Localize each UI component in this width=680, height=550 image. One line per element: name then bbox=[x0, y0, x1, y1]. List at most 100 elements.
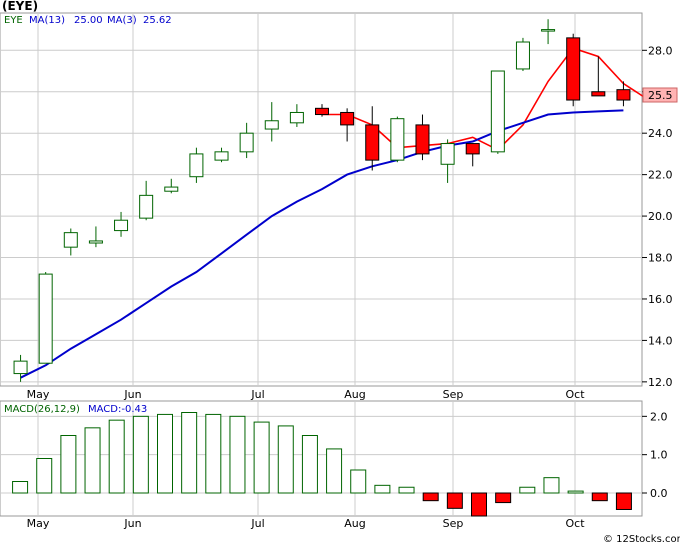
legend-ma3-label: MA(3) bbox=[107, 15, 137, 26]
price-panel: 12.014.016.018.020.022.024.026.028.0 May… bbox=[0, 0, 678, 401]
candle-body bbox=[289, 111, 304, 124]
price-y-tick-label: 12.0 bbox=[648, 376, 673, 389]
price-y-tick-label: 14.0 bbox=[648, 334, 673, 347]
price-y-tick-label: 24.0 bbox=[648, 127, 673, 140]
macd-bar bbox=[229, 415, 246, 494]
candle-body bbox=[415, 124, 430, 155]
macd-bar bbox=[36, 458, 53, 494]
macd-bar bbox=[108, 419, 125, 494]
candle-body bbox=[88, 240, 103, 244]
macd-bars bbox=[12, 412, 632, 517]
macd-bar bbox=[519, 486, 536, 494]
legend-ma13-label: MA(13) bbox=[29, 15, 65, 26]
macd-bar bbox=[615, 492, 632, 510]
candle-body bbox=[139, 194, 154, 219]
price-panel-frame bbox=[0, 12, 643, 387]
candle-body bbox=[239, 132, 254, 153]
price-x-tick-label: May bbox=[27, 388, 50, 401]
candle-body bbox=[114, 219, 129, 232]
price-x-tick-label: Sep bbox=[443, 388, 464, 401]
macd-bar bbox=[567, 490, 584, 494]
macd-panel-frame bbox=[0, 400, 643, 517]
price-x-axis: May Jun Jul Aug Sep Oct bbox=[27, 388, 586, 401]
macd-x-tick-label: Jul bbox=[250, 517, 264, 530]
candle-body bbox=[38, 273, 53, 364]
candle-body bbox=[591, 91, 606, 97]
macd-bar bbox=[350, 469, 367, 494]
candle-body bbox=[164, 186, 179, 192]
macd-bar bbox=[205, 413, 222, 494]
macd-bar bbox=[181, 412, 198, 494]
macd-bar bbox=[591, 492, 608, 502]
ma13-line bbox=[20, 109, 624, 379]
macd-bar bbox=[60, 435, 77, 494]
macd-x-tick-label: Oct bbox=[565, 517, 585, 530]
price-x-tick-label: Oct bbox=[565, 388, 585, 401]
price-y-tick-label: 28.0 bbox=[648, 44, 673, 57]
macd-bar bbox=[12, 481, 29, 494]
macd-x-axis: May Jun Jul Aug Sep Oct bbox=[27, 517, 586, 530]
last-price-marker: 25.5 bbox=[642, 87, 678, 103]
macd-y-tick-label: 1.0 bbox=[650, 449, 668, 462]
macd-bar bbox=[132, 415, 149, 494]
price-y-tick-label: 22.0 bbox=[648, 169, 673, 182]
candle-body bbox=[490, 70, 505, 153]
macd-bar bbox=[253, 421, 270, 494]
price-y-tick-label: 20.0 bbox=[648, 210, 673, 223]
candle-body bbox=[315, 107, 329, 116]
macd-bar bbox=[446, 492, 463, 509]
macd-legend-label: MACD(26,12,9) bbox=[4, 404, 80, 415]
macd-bar bbox=[326, 448, 343, 494]
price-x-tick-label: Jun bbox=[123, 388, 141, 401]
macd-x-tick-label: Aug bbox=[344, 517, 365, 530]
legend-ma3-value: 25.62 bbox=[143, 15, 172, 26]
macd-y-tick-label: 0.0 bbox=[650, 487, 668, 500]
candlesticks bbox=[13, 19, 631, 382]
price-legend: EYE MA(13) 25.00 MA(3) 25.62 bbox=[4, 15, 172, 26]
macd-legend-value: MACD:-0.43 bbox=[88, 404, 147, 415]
macd-bar bbox=[374, 484, 391, 494]
candle-body bbox=[13, 360, 28, 375]
macd-bar bbox=[543, 477, 560, 494]
candle-body bbox=[566, 37, 581, 101]
macd-bar bbox=[471, 492, 487, 517]
macd-y-tick-label: 2.0 bbox=[650, 410, 668, 423]
macd-legend: MACD(26,12,9) MACD:-0.43 bbox=[4, 404, 147, 415]
legend-ma13-value: 25.00 bbox=[74, 15, 103, 26]
credit-text: © 12Stocks.com bbox=[603, 534, 680, 545]
macd-panel: 0.0 1.0 2.0 May Jun Jul Aug Sep Oct MACD(26,12,… bbox=[0, 400, 668, 530]
macd-bar bbox=[422, 492, 439, 502]
macd-bar bbox=[301, 435, 318, 494]
price-y-tick-label: 16.0 bbox=[648, 293, 673, 306]
candle-body bbox=[541, 29, 556, 32]
candle-body bbox=[63, 232, 78, 248]
candle-body bbox=[365, 124, 380, 161]
candle-body bbox=[189, 153, 204, 178]
price-grid bbox=[0, 13, 642, 386]
macd-bar bbox=[157, 413, 173, 494]
macd-bar bbox=[277, 425, 294, 494]
macd-bar bbox=[84, 427, 101, 494]
last-price-label: 25.5 bbox=[648, 89, 673, 102]
legend-ticker: EYE bbox=[4, 15, 23, 26]
candle-body bbox=[264, 120, 279, 130]
macd-y-axis: 0.0 1.0 2.0 bbox=[642, 410, 668, 500]
candle-body bbox=[616, 89, 631, 101]
macd-x-tick-label: Sep bbox=[443, 517, 464, 530]
macd-x-tick-label: Jun bbox=[123, 517, 141, 530]
candle-body bbox=[390, 118, 405, 161]
price-x-tick-label: Jul bbox=[250, 388, 264, 401]
price-x-tick-label: Aug bbox=[344, 388, 365, 401]
candle-body bbox=[340, 111, 355, 126]
chart-title: (EYE) bbox=[2, 0, 38, 13]
candle-body bbox=[440, 143, 455, 165]
macd-bar bbox=[495, 492, 512, 504]
price-y-axis: 12.014.016.018.020.022.024.026.028.0 bbox=[642, 44, 673, 389]
macd-bar bbox=[398, 486, 415, 494]
last-price-box bbox=[642, 87, 678, 103]
candle-body bbox=[465, 143, 480, 155]
candle-body bbox=[515, 41, 530, 70]
price-y-tick-label: 18.0 bbox=[648, 252, 673, 265]
